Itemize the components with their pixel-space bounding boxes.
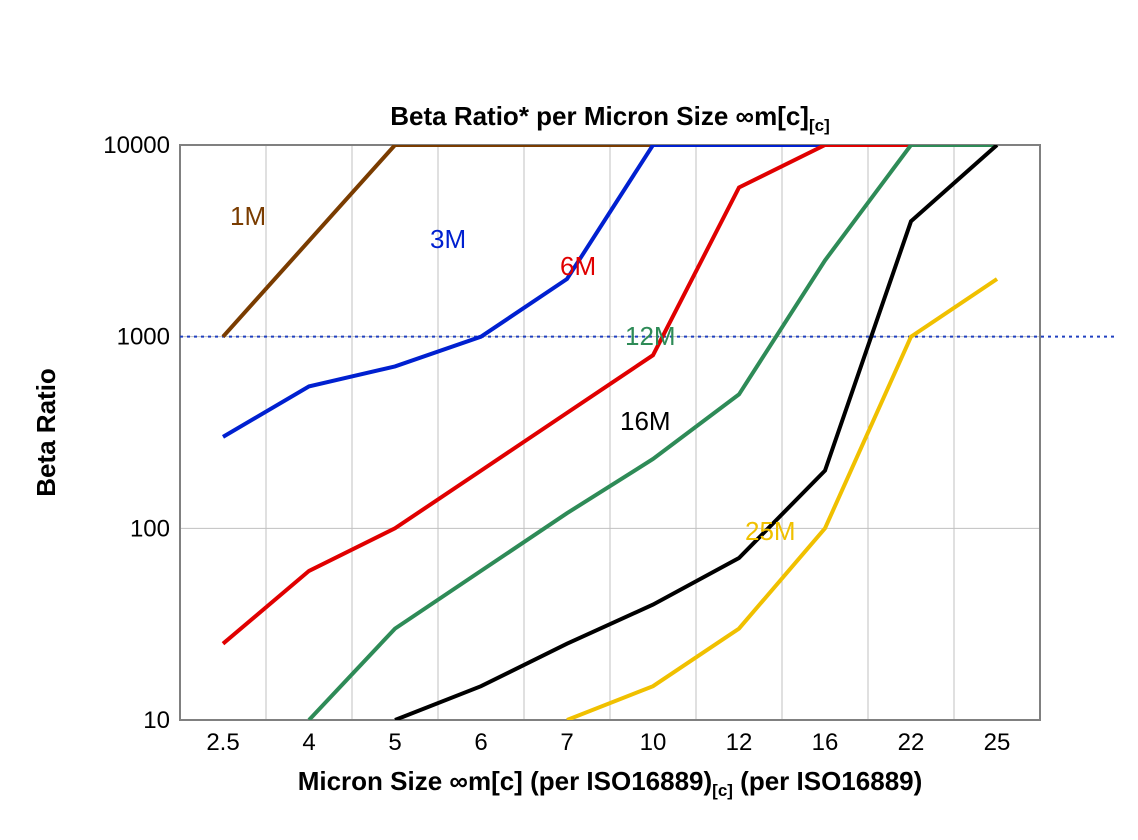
x-tick-label: 2.5 <box>206 729 239 756</box>
x-tick-label: 4 <box>302 729 315 756</box>
x-tick-label: 25 <box>984 729 1011 756</box>
x-tick-label: 10 <box>640 729 667 756</box>
x-axis-title: Micron Size ∞m[c] (per ISO16889)[c] (per… <box>298 766 923 800</box>
y-tick-label: 10000 <box>103 132 170 159</box>
series-label-6M: 6M <box>560 251 596 281</box>
x-tick-label: 12 <box>726 729 753 756</box>
chart-container: 1M 3M 6M 12M 16M 25M 10 100 1000 10000 2.5 4 5 6 7 10 12… <box>0 0 1138 840</box>
chart-title: Beta Ratio* per Micron Size ∞m[c][c] <box>390 101 830 135</box>
y-tick-label: 1000 <box>117 324 170 351</box>
y-tick-label: 100 <box>130 515 170 542</box>
y-axis-title: Beta Ratio <box>31 368 61 497</box>
x-tick-label: 7 <box>560 729 573 756</box>
y-tick-label: 10 <box>143 707 170 734</box>
x-tick-label: 22 <box>898 729 925 756</box>
series-label-1M: 1M <box>230 201 266 231</box>
x-tick-label: 6 <box>474 729 487 756</box>
series-label-3M: 3M <box>430 224 466 254</box>
series-label-16M: 16M <box>620 406 671 436</box>
series-label-25M: 25M <box>745 516 796 546</box>
chart-svg: 1M 3M 6M 12M 16M 25M 10 100 1000 10000 2.5 4 5 6 7 10 12… <box>0 0 1138 840</box>
series-label-12M: 12M <box>625 321 676 351</box>
x-tick-label: 5 <box>388 729 401 756</box>
x-tick-label: 16 <box>812 729 839 756</box>
